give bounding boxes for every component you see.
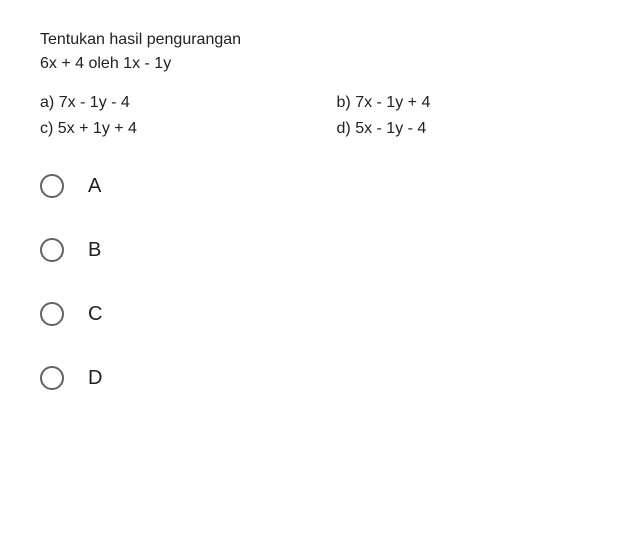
choice-c-text: 5x + 1y + 4 [58,120,137,137]
choice-a-text: 7x - 1y - 4 [59,94,130,111]
radio-label-a: A [88,175,101,198]
radio-circle-icon [40,238,64,262]
radio-option-b[interactable]: B [40,238,593,262]
choice-c-prefix: c) [40,120,53,137]
radio-option-a[interactable]: A [40,174,593,198]
radio-group: A B C D [40,174,593,390]
radio-label-b: B [88,239,101,262]
radio-option-c[interactable]: C [40,302,593,326]
choice-a: a) 7x - 1y - 4 [40,94,297,112]
choice-a-prefix: a) [40,94,54,111]
question-line-2: 6x + 4 oleh 1x - 1y [40,52,593,76]
choice-b-prefix: b) [337,94,351,111]
radio-circle-icon [40,366,64,390]
radio-circle-icon [40,174,64,198]
question-line-1: Tentukan hasil pengurangan [40,28,593,52]
choice-d-prefix: d) [337,120,351,137]
choice-d-text: 5x - 1y - 4 [355,120,426,137]
radio-option-d[interactable]: D [40,366,593,390]
question-block: Tentukan hasil pengurangan 6x + 4 oleh 1… [40,28,593,138]
choices-grid: a) 7x - 1y - 4 b) 7x - 1y + 4 c) 5x + 1y… [40,94,593,138]
choice-d: d) 5x - 1y - 4 [337,120,594,138]
choice-b-text: 7x - 1y + 4 [355,94,430,111]
radio-label-c: C [88,303,102,326]
radio-label-d: D [88,367,102,390]
choice-c: c) 5x + 1y + 4 [40,120,297,138]
radio-circle-icon [40,302,64,326]
choice-b: b) 7x - 1y + 4 [337,94,594,112]
